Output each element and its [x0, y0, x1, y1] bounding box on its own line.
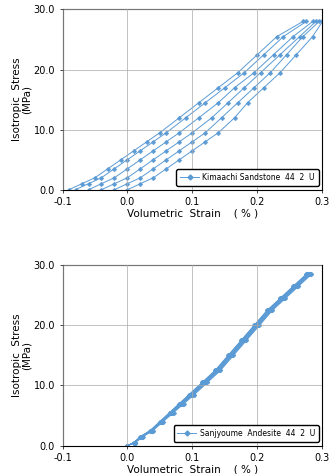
- Legend: Sanjyoume  Andesite  44  2  U: Sanjyoume Andesite 44 2 U: [174, 425, 318, 442]
- Text: Isotropic  Stress: Isotropic Stress: [12, 58, 22, 141]
- X-axis label: Volumetric  Strain    ( % ): Volumetric Strain ( % ): [127, 209, 258, 219]
- X-axis label: Volumetric  Strain    ( % ): Volumetric Strain ( % ): [127, 465, 258, 474]
- Text: Isotropic  Stress: Isotropic Stress: [12, 314, 22, 397]
- Legend: Kimaachi Sandstone  44  2  U: Kimaachi Sandstone 44 2 U: [176, 169, 318, 186]
- Y-axis label: (MPa): (MPa): [22, 85, 32, 114]
- Y-axis label: (MPa): (MPa): [22, 341, 32, 370]
